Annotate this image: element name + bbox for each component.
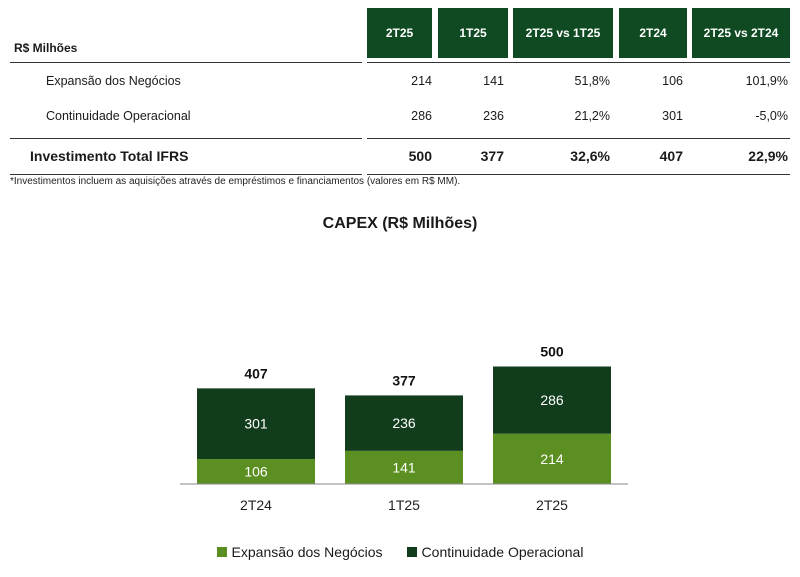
data-label: 214 [540, 451, 564, 467]
chart-title: CAPEX (R$ Milhões) [322, 215, 478, 232]
data-label: 141 [392, 459, 416, 475]
row-label-total: Investimento Total IFRS [30, 148, 189, 164]
table-cell: 51,8% [574, 74, 610, 88]
table-cell: 301 [662, 109, 683, 123]
legend-item-continuidade: Continuidade Operacional [406, 544, 584, 560]
divider [10, 138, 362, 139]
data-label: 301 [244, 416, 268, 432]
column-header-1t25: 1T25 [438, 8, 508, 58]
table-cell-total: 32,6% [570, 148, 610, 164]
unit-label: R$ Milhões [14, 41, 78, 55]
column-header-2t25: 2T25 [367, 8, 432, 58]
legend-label-continuidade: Continuidade Operacional [421, 544, 584, 560]
bar-segment-continuidade-2t24 [197, 388, 315, 460]
chart-legend: Expansão dos Negócios Continuidade Opera… [0, 544, 800, 560]
table-cell: 106 [662, 74, 683, 88]
bar-segment-expansao-2t25 [493, 433, 611, 484]
legend-label-expansao: Expansão dos Negócios [231, 544, 383, 560]
category-label: 2T25 [536, 497, 568, 513]
divider [367, 62, 790, 63]
table-cell-total: 500 [408, 148, 432, 164]
row-label-expansao: Expansão dos Negócios [46, 74, 181, 88]
table-cell: 236 [483, 109, 504, 123]
table-cell: 101,9% [745, 74, 788, 88]
bar-segment-expansao-2t24 [197, 459, 315, 484]
column-header-2t25-vs-2t24: 2T25 vs 2T24 [692, 8, 790, 58]
table-cell-total: 407 [659, 148, 683, 164]
table-cell: -5,0% [755, 109, 788, 123]
legend-swatch-expansao [216, 547, 227, 557]
table-cell-total: 22,9% [748, 148, 788, 164]
total-label: 377 [392, 372, 416, 388]
category-label: 1T25 [388, 497, 420, 513]
table-cell: 286 [411, 109, 432, 123]
legend-item-expansao: Expansão dos Negócios [216, 544, 383, 560]
bar-segment-expansao-1t25 [345, 450, 463, 484]
column-header-2t25-vs-1t25: 2T25 vs 1T25 [513, 8, 613, 58]
total-label: 407 [244, 365, 268, 381]
data-label: 236 [392, 415, 416, 431]
data-label: 286 [540, 392, 564, 408]
table-cell: 141 [483, 74, 504, 88]
divider [367, 138, 790, 139]
bar-segment-continuidade-2t25 [493, 366, 611, 434]
table-cell: 21,2% [574, 109, 610, 123]
total-label: 500 [540, 344, 564, 360]
divider [10, 174, 362, 175]
row-label-continuidade: Continuidade Operacional [46, 109, 191, 123]
table-cell: 214 [411, 74, 432, 88]
category-label: 2T24 [240, 497, 272, 513]
legend-swatch-continuidade [406, 547, 417, 557]
divider [10, 62, 362, 63]
footnote: *Investimentos incluem as aquisições atr… [10, 176, 461, 187]
divider [367, 174, 790, 175]
column-header-2t24: 2T24 [619, 8, 687, 58]
data-label: 106 [244, 464, 268, 480]
bar-segment-continuidade-1t25 [345, 395, 463, 451]
table-cell-total: 377 [480, 148, 504, 164]
